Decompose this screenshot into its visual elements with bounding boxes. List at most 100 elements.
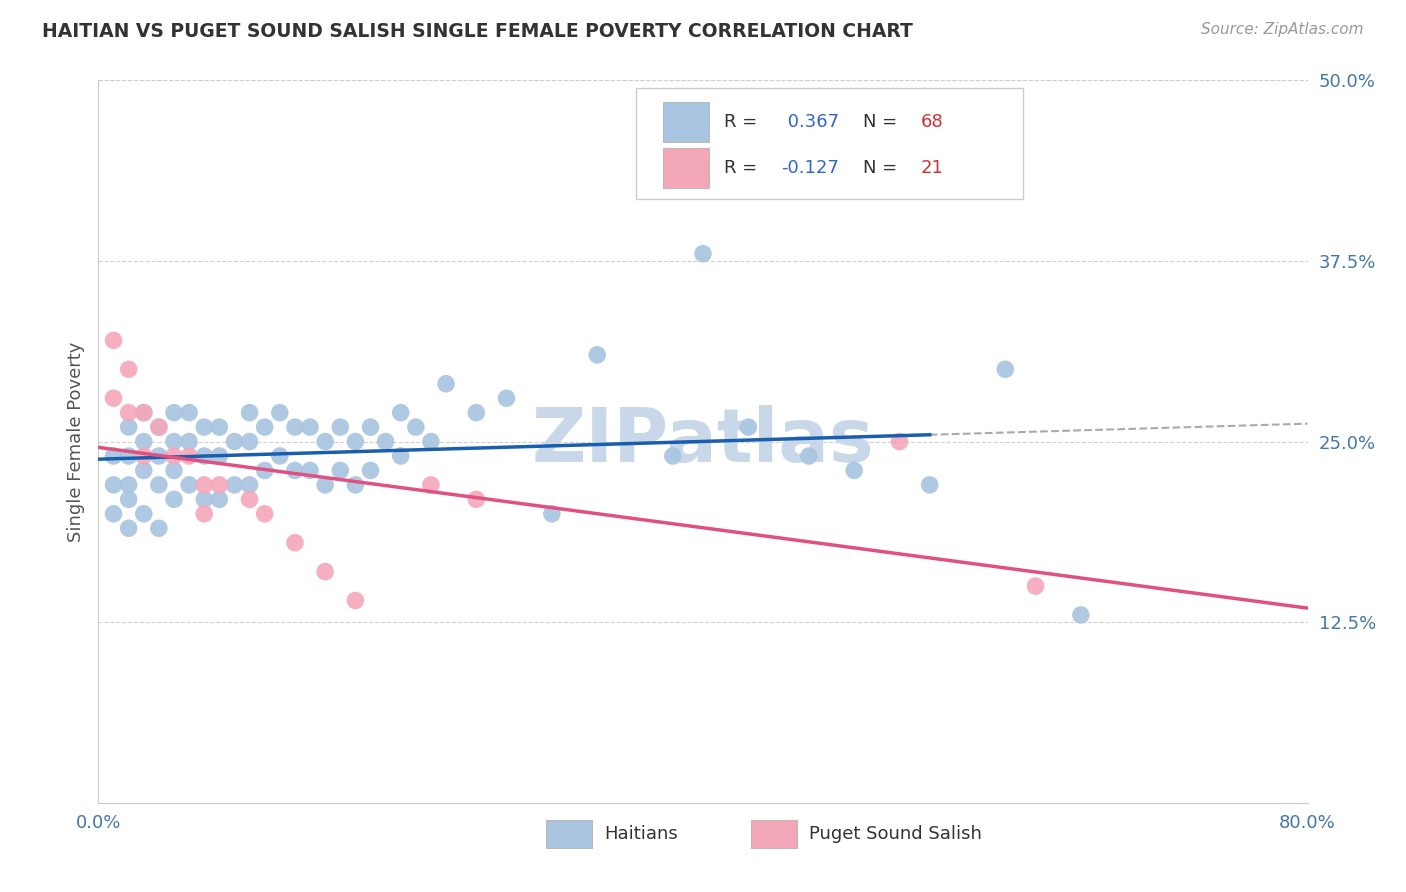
Point (103, 507, 125, 521)
Point (284, 535, 307, 549)
Point (208, 492, 231, 507)
Point (253, 507, 276, 521)
Point (132, 463, 155, 477)
Point (132, 507, 155, 521)
Point (148, 420, 170, 434)
Y-axis label: Single Female Poverty: Single Female Poverty (66, 342, 84, 541)
Point (118, 406, 141, 420)
Point (299, 420, 322, 434)
Point (148, 521, 170, 535)
Point (797, 449, 820, 463)
Point (586, 348, 609, 362)
Point (314, 565, 336, 579)
Point (118, 420, 141, 434)
FancyBboxPatch shape (637, 87, 1024, 200)
Point (405, 420, 427, 434)
Point (148, 478, 170, 492)
Point (434, 376, 457, 391)
Point (163, 449, 186, 463)
Point (299, 463, 322, 477)
Point (239, 478, 262, 492)
Point (148, 449, 170, 463)
Point (465, 492, 488, 507)
Point (179, 478, 201, 492)
Point (465, 406, 488, 420)
Text: 21: 21 (921, 159, 943, 177)
Point (344, 434, 367, 449)
Point (918, 478, 941, 492)
Point (994, 362, 1017, 376)
Text: -0.127: -0.127 (782, 159, 839, 177)
Point (224, 478, 246, 492)
Point (103, 449, 125, 463)
Point (224, 434, 246, 449)
FancyBboxPatch shape (664, 103, 709, 142)
Point (163, 463, 186, 477)
Point (692, 246, 714, 260)
Point (329, 463, 352, 477)
Point (132, 434, 155, 449)
Point (253, 463, 276, 477)
Point (193, 507, 215, 521)
Point (360, 463, 382, 477)
Point (132, 449, 155, 463)
Point (208, 449, 231, 463)
Point (314, 434, 336, 449)
Point (208, 478, 231, 492)
Point (239, 434, 262, 449)
Point (374, 434, 396, 449)
Point (103, 478, 125, 492)
Text: Haitians: Haitians (603, 825, 678, 843)
Point (163, 492, 186, 507)
Text: HAITIAN VS PUGET SOUND SALISH SINGLE FEMALE POVERTY CORRELATION CHART: HAITIAN VS PUGET SOUND SALISH SINGLE FEM… (42, 22, 912, 41)
Point (179, 406, 201, 420)
Text: R =: R = (724, 159, 762, 177)
Point (284, 420, 307, 434)
Point (193, 449, 215, 463)
Point (118, 449, 141, 463)
Point (269, 449, 291, 463)
Point (329, 420, 352, 434)
Text: Puget Sound Salish: Puget Sound Salish (810, 825, 983, 843)
Point (344, 593, 367, 607)
Text: N =: N = (863, 113, 903, 131)
Point (239, 406, 262, 420)
Point (118, 478, 141, 492)
Point (540, 507, 562, 521)
Text: 0.367: 0.367 (782, 113, 839, 131)
Point (360, 420, 382, 434)
Point (239, 492, 262, 507)
Point (103, 334, 125, 348)
Point (163, 434, 186, 449)
Point (132, 406, 155, 420)
Point (103, 391, 125, 405)
Point (889, 434, 911, 449)
Point (737, 420, 759, 434)
Point (118, 521, 141, 535)
Point (389, 449, 412, 463)
FancyBboxPatch shape (664, 148, 709, 187)
Point (844, 463, 866, 477)
Point (163, 406, 186, 420)
Point (193, 420, 215, 434)
Point (179, 449, 201, 463)
Point (118, 492, 141, 507)
Point (1024, 579, 1046, 593)
Point (193, 492, 215, 507)
FancyBboxPatch shape (751, 820, 797, 847)
Text: Source: ZipAtlas.com: Source: ZipAtlas.com (1201, 22, 1364, 37)
FancyBboxPatch shape (546, 820, 592, 847)
Point (284, 463, 307, 477)
Point (208, 420, 231, 434)
Text: R =: R = (724, 113, 762, 131)
Point (148, 420, 170, 434)
Point (389, 406, 412, 420)
Point (1070, 607, 1092, 622)
Point (193, 478, 215, 492)
Point (495, 391, 517, 405)
Text: ZIPatlas: ZIPatlas (531, 405, 875, 478)
Point (661, 449, 683, 463)
Point (420, 434, 443, 449)
Point (269, 406, 291, 420)
Point (118, 362, 141, 376)
